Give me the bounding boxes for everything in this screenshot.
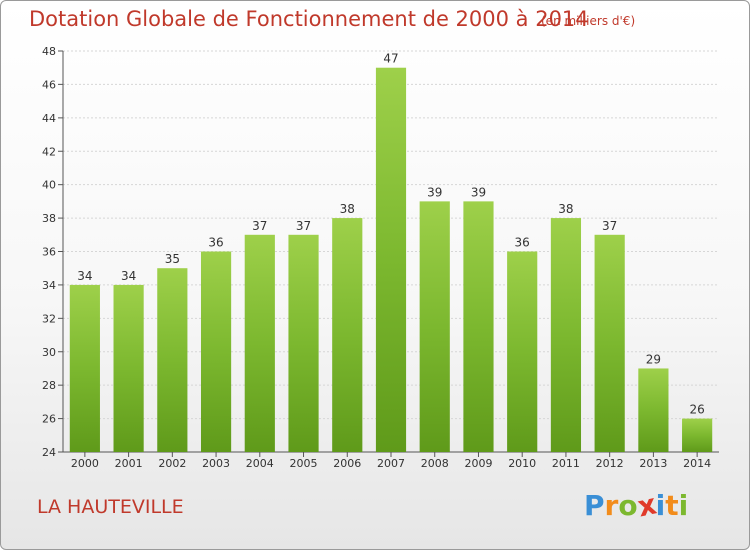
bar-2004 <box>244 234 275 452</box>
y-tick-label: 40 <box>42 179 56 192</box>
bar-2008 <box>419 201 450 452</box>
y-tick-label: 32 <box>42 312 56 325</box>
chart-unit-note: (en milliers d'€) <box>541 14 636 28</box>
x-tick-label-2012: 2012 <box>596 457 624 470</box>
bar-2013 <box>638 368 669 452</box>
value-label-2009: 39 <box>471 185 486 199</box>
x-tick-label-2005: 2005 <box>290 457 318 470</box>
bar-2012 <box>594 234 625 452</box>
x-tick-label-2002: 2002 <box>158 457 186 470</box>
bar-2014 <box>682 418 713 452</box>
x-tick-label-2006: 2006 <box>333 457 361 470</box>
logo-letter: i <box>655 489 666 522</box>
logo-letter: P <box>584 489 605 522</box>
y-tick-label: 48 <box>42 45 56 58</box>
x-tick-label-2013: 2013 <box>639 457 667 470</box>
location-label: LA HAUTEVILLE <box>37 496 184 518</box>
value-label-2010: 36 <box>515 236 530 250</box>
logo-letter: o <box>618 489 638 522</box>
value-label-2014: 26 <box>689 403 704 417</box>
y-tick-label: 38 <box>42 212 56 225</box>
x-tick-label-2014: 2014 <box>683 457 711 470</box>
bar-2010 <box>507 251 538 452</box>
bar-2011 <box>550 218 582 452</box>
logo-letter: r <box>604 489 619 522</box>
value-label-2008: 39 <box>427 185 442 199</box>
value-label-2001: 34 <box>121 269 136 283</box>
value-label-2011: 38 <box>558 202 573 216</box>
x-tick-label-2010: 2010 <box>508 457 536 470</box>
value-label-2013: 29 <box>646 352 661 366</box>
x-tick-label-2004: 2004 <box>246 457 274 470</box>
bar-2000 <box>69 284 100 452</box>
bar-2003 <box>200 251 232 452</box>
y-tick-label: 24 <box>42 446 56 459</box>
x-tick-label-2007: 2007 <box>377 457 405 470</box>
x-tick-label-2011: 2011 <box>552 457 580 470</box>
y-tick-label: 34 <box>42 279 56 292</box>
x-tick-label-2009: 2009 <box>464 457 492 470</box>
x-tick-label-2001: 2001 <box>115 457 143 470</box>
y-tick-label: 26 <box>42 413 56 426</box>
y-tick-label: 30 <box>42 346 56 359</box>
y-tick-label: 36 <box>42 246 56 259</box>
value-label-2006: 38 <box>340 202 355 216</box>
value-label-2007: 47 <box>383 52 398 66</box>
bar-2005 <box>288 234 319 452</box>
y-tick-label: 42 <box>42 145 56 158</box>
y-tick-label: 44 <box>42 112 56 125</box>
logo-letter: i <box>678 489 689 522</box>
x-tick-label-2000: 2000 <box>71 457 99 470</box>
x-tick-label-2008: 2008 <box>421 457 449 470</box>
value-label-2000: 34 <box>77 269 92 283</box>
value-label-2002: 35 <box>165 252 180 266</box>
bar-2002 <box>157 268 188 452</box>
value-label-2004: 37 <box>252 219 267 233</box>
value-label-2003: 36 <box>208 236 223 250</box>
x-tick-label-2003: 2003 <box>202 457 230 470</box>
y-tick-label: 28 <box>42 379 56 392</box>
value-label-2012: 37 <box>602 219 617 233</box>
bar-2007 <box>375 67 407 452</box>
chart-title: Dotation Globale de Fonctionnement de 20… <box>29 7 589 31</box>
y-tick-label: 46 <box>42 78 56 91</box>
value-label-2005: 37 <box>296 219 311 233</box>
logo-letter: t <box>665 489 679 522</box>
bar-2009 <box>463 201 494 452</box>
proxiti-logo: Proxiti <box>584 487 689 523</box>
bar-2001 <box>113 284 144 452</box>
bar-2006 <box>332 218 363 452</box>
